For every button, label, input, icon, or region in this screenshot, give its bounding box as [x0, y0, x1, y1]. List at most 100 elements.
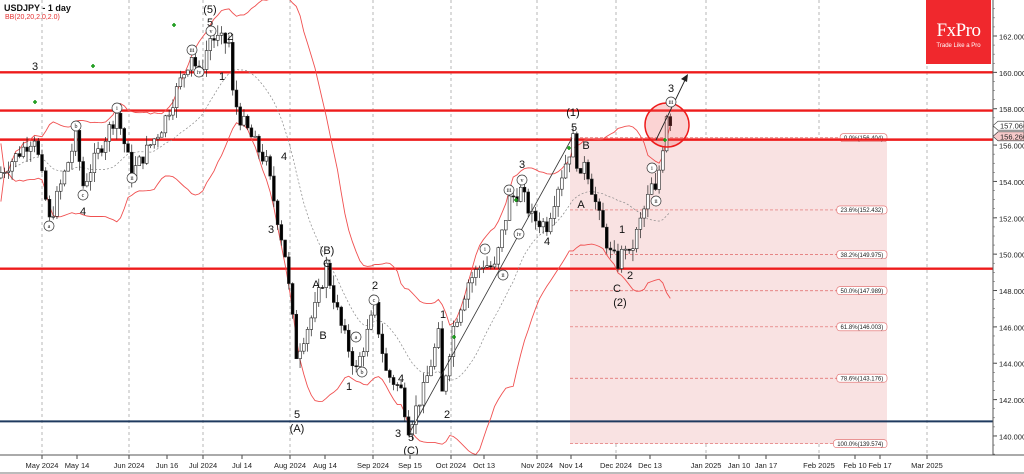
- wave-label: B: [582, 140, 589, 152]
- y-tick-label: 156.000: [999, 142, 1024, 151]
- candle: [346, 329, 351, 352]
- candle: [118, 113, 123, 129]
- wave-label: 4: [80, 206, 86, 218]
- candle: [163, 115, 168, 134]
- candle: [92, 152, 97, 173]
- projection-arrow-line[interactable]: [655, 77, 687, 141]
- candle: [182, 74, 186, 79]
- wave-label: 1: [346, 381, 352, 393]
- candle: [148, 144, 153, 147]
- y-tick-label: 140.000: [999, 432, 1024, 441]
- wave-label: iv: [197, 70, 202, 76]
- x-tick-label: Nov 2024: [521, 461, 553, 470]
- candle: [560, 177, 564, 190]
- candle: [32, 140, 37, 147]
- candle: [616, 250, 620, 269]
- wave-label: v: [210, 29, 213, 35]
- wave-label: 3: [32, 61, 38, 73]
- price-axis[interactable]: 162.000 160.000 158.000 156.000 154.000 152.0…: [992, 8, 1024, 455]
- candle: [664, 116, 669, 152]
- wave-label: iv: [517, 232, 522, 238]
- candle: [216, 34, 220, 41]
- fib-label-box: [833, 439, 888, 449]
- time-axis[interactable]: May 2024 May 14 Jun 2024 Jun 16 Jul 2024 Jul …: [26, 455, 943, 470]
- candle: [313, 302, 317, 319]
- x-tick-label: May 2024: [26, 461, 59, 470]
- candle: [369, 314, 373, 330]
- wave-label-circle: [77, 189, 89, 201]
- wave-label: (1): [566, 107, 579, 119]
- y-tick-label: 154.000: [999, 178, 1024, 187]
- candle: [459, 309, 463, 323]
- wave-label: 3: [268, 224, 274, 236]
- candle: [272, 175, 276, 202]
- wave-label: ii: [501, 273, 505, 279]
- wave-label: i: [651, 166, 653, 172]
- candle: [260, 151, 265, 162]
- wave-label-circle: [205, 25, 217, 37]
- price-tag-label: 157.066: [1000, 122, 1024, 131]
- candle: [519, 186, 523, 202]
- candle: [474, 269, 478, 278]
- wave-label-circle: [70, 120, 82, 132]
- candle: [85, 181, 89, 187]
- candle: [264, 156, 269, 162]
- candle: [55, 190, 59, 217]
- candle: [440, 328, 444, 392]
- wave-label-circle: [368, 294, 380, 306]
- wave-label: 5: [571, 122, 577, 134]
- candle: [186, 69, 190, 75]
- fib-level-label: 78.6%(143.176): [841, 376, 884, 382]
- candle: [661, 150, 665, 171]
- candle: [504, 220, 508, 231]
- wave-label-circle: [43, 220, 55, 232]
- candle: [152, 138, 156, 146]
- candle: [556, 188, 560, 207]
- fib-label-box: [836, 322, 888, 332]
- bollinger-upper-band: [0, 0, 671, 326]
- x-tick-label: Dec 13: [638, 461, 662, 470]
- wave-label: 1: [219, 71, 225, 83]
- candle: [462, 298, 467, 311]
- candle: [156, 136, 160, 140]
- arrow-head-icon: [681, 74, 688, 82]
- candle: [320, 287, 325, 289]
- candle: [249, 127, 254, 138]
- wave-label: C: [613, 283, 621, 295]
- candle: [350, 351, 355, 367]
- signal-marker-icon: [33, 100, 37, 104]
- fib-level-label: 38.2%(149.975): [841, 253, 884, 259]
- x-tick-label: Sep 2024: [357, 461, 389, 470]
- trend-line[interactable]: [409, 137, 573, 433]
- candle: [122, 128, 126, 145]
- candle: [335, 302, 340, 308]
- candle: [548, 218, 553, 233]
- wave-label-circle: [479, 243, 491, 255]
- candle: [526, 191, 530, 214]
- candle: [137, 156, 141, 166]
- wave-label-circle: [497, 269, 509, 281]
- candle: [36, 140, 40, 155]
- candle: [73, 130, 78, 152]
- wave-label: 2: [627, 270, 633, 282]
- x-tick-label: Jan 17: [755, 461, 778, 470]
- x-tick-label: May 14: [65, 461, 90, 470]
- candle: [193, 57, 198, 67]
- fib-label-box: [836, 373, 888, 383]
- chart-title: USDJPY - 1 day: [4, 3, 71, 13]
- drawings[interactable]: [33, 23, 690, 433]
- candle: [58, 183, 63, 192]
- y-tick-label: 152.000: [999, 214, 1024, 223]
- candle: [567, 156, 572, 165]
- candle: [103, 140, 108, 153]
- candle: [96, 148, 100, 154]
- candle: [575, 133, 579, 169]
- x-tick-label: Jul 14: [232, 461, 252, 470]
- fibonacci-retracement[interactable]: 0.0%(156.404)23.6%(152.432)38.2%(149.975…: [570, 133, 888, 449]
- candle: [246, 115, 250, 129]
- candle: [234, 89, 239, 108]
- candle: [174, 86, 179, 108]
- candle: [537, 220, 542, 228]
- candle: [500, 229, 504, 249]
